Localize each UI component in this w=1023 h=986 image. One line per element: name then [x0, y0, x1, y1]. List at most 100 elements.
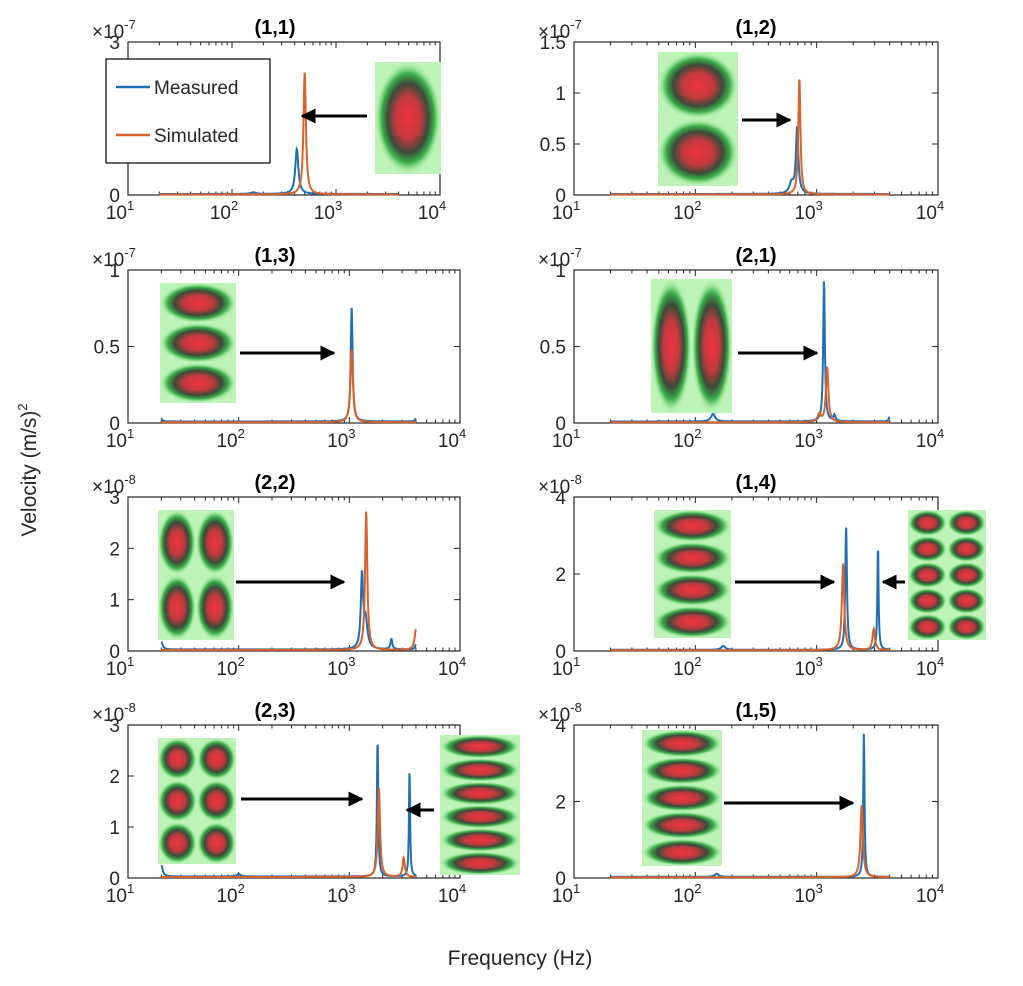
- panel-title: (2,2): [254, 472, 295, 494]
- mode-lobe: [160, 323, 236, 363]
- y-tick-label: 4: [555, 488, 566, 509]
- mode-lobe: [197, 738, 236, 780]
- mode-lobe: [158, 575, 196, 640]
- mode-lobe: [658, 52, 738, 119]
- mode-shape-inset-2x2: [158, 510, 234, 640]
- mode-lobe: [642, 838, 722, 867]
- mode-lobe: [908, 614, 947, 640]
- mode-shape-inset-2x1: [651, 279, 732, 413]
- mode-shape-inset-1x1: [375, 62, 441, 174]
- y-axis-label: Velocity (m/s)2: [15, 403, 41, 536]
- mode-lobe: [197, 780, 236, 822]
- x-tick-label: 104: [438, 426, 466, 452]
- y-tick-label: 2: [109, 539, 120, 560]
- mode-lobe: [160, 363, 236, 403]
- panel-1-3: 101 102 103 104 0 0.5 1×10-7 (1,3): [92, 245, 466, 452]
- y-axis-label-superscript: 2: [15, 403, 30, 410]
- y-tick-label: 1: [109, 261, 120, 282]
- mode-shape-inset-1x3: [160, 283, 236, 403]
- y-tick-label: 0: [555, 869, 566, 890]
- mode-lobe: [642, 757, 722, 785]
- x-tick-label: 101: [552, 654, 580, 680]
- y-exponent-label: ×10-7: [92, 17, 136, 43]
- y-tick-label: 0: [109, 642, 120, 663]
- mode-lobe: [654, 510, 731, 542]
- legend: Measured Simulated: [105, 58, 271, 164]
- x-tick-label: 101: [552, 881, 580, 907]
- panel-title: (1,1): [254, 17, 295, 39]
- mode-shape-inset-1x2: [658, 52, 738, 186]
- x-tick-label: 101: [552, 426, 580, 452]
- mode-shape-inset-2x5: [908, 510, 986, 640]
- mode-lobe: [158, 822, 197, 864]
- panel-title: (1,5): [735, 700, 776, 722]
- mode-lobe: [947, 588, 986, 614]
- panels-group: 1011021031040123×10-7(1,1)MeasuredSimula…: [92, 17, 986, 907]
- x-tick-label: 103: [794, 654, 822, 680]
- y-tick-label: 0: [109, 186, 120, 207]
- y-exponent-label: ×10-7: [538, 17, 582, 43]
- x-tick-label: 103: [327, 881, 355, 907]
- panel-title: (1,3): [254, 245, 295, 267]
- y-tick-label: 3: [109, 488, 120, 509]
- x-tick-label: 103: [327, 426, 355, 452]
- legend-label-simulated: Simulated: [154, 126, 239, 147]
- mode-lobe: [908, 536, 947, 562]
- y-tick-label: 1: [109, 818, 120, 839]
- mode-lobe: [642, 784, 722, 812]
- x-tick-label: 103: [794, 881, 822, 907]
- y-tick-label: 2: [109, 767, 120, 788]
- mode-lobe: [158, 780, 197, 822]
- x-tick-label: 101: [106, 198, 134, 224]
- y-tick-label: 3: [109, 33, 120, 54]
- y-exponent-label: ×10-7: [538, 245, 582, 271]
- x-tick-label: 102: [673, 654, 701, 680]
- x-axis-label: Frequency (Hz): [448, 947, 593, 970]
- x-tick-label: 104: [916, 654, 944, 680]
- x-tick-label: 102: [673, 881, 701, 907]
- axes-box: [573, 496, 939, 652]
- mode-lobe: [947, 510, 986, 536]
- y-tick-label: 1: [555, 261, 566, 282]
- y-tick-label: 0: [555, 186, 566, 207]
- x-tick-label: 104: [916, 426, 944, 452]
- panel-1-1: 1011021031040123×10-7(1,1)MeasuredSimula…: [92, 17, 446, 224]
- mode-lobe: [440, 781, 520, 805]
- y-tick-label: 0: [555, 414, 566, 435]
- x-tick-label: 101: [106, 881, 134, 907]
- panel-title: (2,3): [254, 700, 295, 722]
- mode-lobe: [375, 62, 441, 174]
- y-tick-label: 0.5: [540, 338, 566, 359]
- mode-lobe: [908, 510, 947, 536]
- mode-lobe: [196, 510, 234, 575]
- series-line-simulated: [610, 563, 890, 652]
- mode-lobe: [654, 574, 731, 606]
- x-tick-label: 104: [418, 198, 446, 224]
- mode-lobe: [440, 758, 520, 782]
- series-line-simulated: [610, 79, 890, 196]
- mode-shape-inset-1x5: [642, 730, 722, 867]
- panel-1-2: 101 102 103 104 0 0.5 1 1.5×10-7 (1,2): [538, 17, 944, 224]
- y-tick-label: 1.5: [540, 33, 566, 54]
- mode-lobe: [947, 562, 986, 588]
- x-tick-label: 103: [794, 198, 822, 224]
- y-tick-label: 0: [109, 414, 120, 435]
- panel-1-4: 101 102 103 104 0 2 4×10-8 (1,4): [538, 472, 986, 680]
- mode-lobe: [658, 119, 738, 186]
- series-line-simulated: [159, 72, 399, 196]
- mode-shape-inset-2x3: [158, 738, 236, 864]
- y-tick-label: 1: [109, 591, 120, 612]
- mode-shape-inset-1x6: [440, 735, 520, 875]
- mode-lobe: [160, 283, 236, 323]
- mode-lobe: [440, 828, 520, 852]
- series-line-simulated: [161, 787, 416, 878]
- x-tick-label: 103: [327, 654, 355, 680]
- mode-lobe: [654, 542, 731, 574]
- series-line-simulated: [161, 511, 417, 651]
- mode-lobe: [691, 279, 732, 413]
- x-tick-label: 104: [438, 654, 466, 680]
- mode-lobe: [908, 588, 947, 614]
- y-tick-label: 1: [555, 84, 566, 105]
- x-tick-label: 101: [552, 198, 580, 224]
